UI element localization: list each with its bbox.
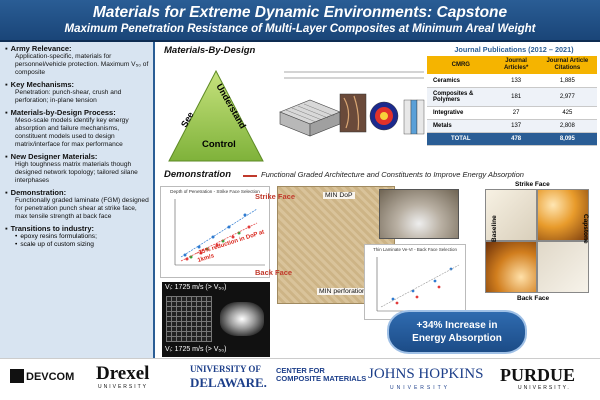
devcom-emblem-icon [10, 369, 24, 383]
sample-back-face-label: Back Face [517, 295, 550, 302]
section-heading: Transitions to industry: [5, 224, 149, 233]
table-cell: 8,095 [537, 132, 597, 146]
poster-title: Materials for Extreme Dynamic Environmen… [92, 4, 508, 21]
table-cell: Integrative [427, 106, 495, 120]
section-body: High toughness matrix materials though d… [15, 161, 138, 184]
drexel-university-text: UNIVERSITY [98, 384, 149, 390]
min-perforation-label: MIN perforation [317, 288, 368, 295]
table-cell: 2,977 [537, 87, 597, 107]
table-cell: Ceramics [427, 74, 495, 88]
section-body: Penetration: punch-shear, crush and perf… [15, 89, 122, 104]
section-army-relevance: Army Relevance: Application-specific, ma… [5, 44, 149, 77]
impact-photo [379, 189, 459, 239]
min-dop-label: MIN DoP [323, 192, 355, 199]
dop-chart: Depth of Penetration - Strike Face Selec… [160, 186, 270, 278]
table-cell: 133 [494, 74, 538, 88]
table-cell: 478 [494, 132, 538, 146]
udel-logo: UNIVERSITY OF DELAWARE. [190, 363, 267, 389]
table-row: Metals 137 2,808 [427, 119, 597, 133]
table-cell: Metals [427, 119, 495, 133]
journal-table: CMRG Journal Articles* Journal Article C… [427, 56, 597, 146]
section-key-mechanisms: Key Mechanisms: Penetration: punch-shear… [5, 80, 149, 105]
section-body: Application-specific, materials for pers… [15, 53, 149, 76]
purdue-university-text: UNIVERSITY. [518, 385, 571, 391]
multiscale-schematic [279, 71, 425, 137]
demo-subtitle: Functional Graded Architecture and Const… [261, 170, 524, 179]
udel-line2: DELAWARE. [190, 375, 267, 390]
table-row: Integrative 27 425 [427, 106, 597, 120]
section-heading: New Designer Materials: [5, 152, 149, 161]
section-demonstration: Demonstration: Functionally graded lamin… [5, 188, 149, 221]
velocity-label: Vᵢ: 1725 m/s (> V₅₀) [165, 346, 227, 353]
section-body: Functionally graded laminate (FGM) desig… [15, 197, 149, 220]
energy-absorption-badge: +34% Increase in Energy Absorption [387, 310, 527, 354]
jhu-university-text: UNIVERSITY [390, 385, 451, 391]
impact-video-frames: Vᵢ: 1725 m/s (> V₅₀) Vᵢ: 1725 m/s (> V₅₀… [162, 282, 270, 357]
table-header-row: CMRG Journal Articles* Journal Article C… [427, 56, 597, 75]
table-row: Composites & Polymers 181 2,977 [427, 87, 597, 107]
list-item: scale up of custom sizing [5, 241, 149, 249]
mbd-triangle [168, 69, 264, 162]
table-cell: 181 [494, 87, 538, 107]
journal-table-title: Journal Publications (2012 – 2021) [454, 45, 574, 54]
sample-capstone-label: Capstone [582, 214, 589, 244]
section-heading: Materials-by-Design Process: [5, 108, 149, 117]
velocity-label: Vᵢ: 1725 m/s (> V₅₀) [165, 284, 227, 291]
back-face-chart-title: Thin Laminate Ve-Vr - Back Face Selectio… [373, 247, 457, 252]
left-panel: Army Relevance: Application-specific, ma… [0, 42, 155, 358]
column-header: Journal Articles* [494, 56, 538, 75]
back-face-label: Back Face [255, 268, 293, 277]
table-total-row: TOTAL 478 8,095 [427, 132, 597, 146]
column-header: CMRG [427, 56, 495, 75]
laminate-grid-image [166, 296, 212, 342]
table-cell: 27 [494, 106, 538, 120]
ccm-line1: CENTER FOR [276, 366, 325, 375]
poster-header: Materials for Extreme Dynamic Environmen… [0, 0, 600, 42]
back-face-chart: Thin Laminate Ve-Vr - Back Face Selectio… [364, 244, 466, 320]
demo-title: Demonstration [164, 169, 232, 180]
ccm-line2: COMPOSITE MATERIALS [276, 374, 367, 383]
sample-strike-face-label: Strike Face [515, 181, 550, 188]
sample-image [485, 241, 537, 293]
section-mbd-process: Materials-by-Design Process: Meso-scale … [5, 108, 149, 149]
table-cell: 425 [537, 106, 597, 120]
strike-face-label: Strike Face [255, 192, 296, 201]
table-cell: Composites & Polymers [427, 87, 495, 107]
dop-chart-title: Depth of Penetration - Strike Face Selec… [170, 189, 260, 194]
section-heading: Army Relevance: [5, 44, 149, 53]
section-new-materials: New Designer Materials: High toughness m… [5, 152, 149, 185]
devcom-logo: DEVCOM [10, 369, 74, 383]
badge-line: +34% Increase in [416, 320, 498, 331]
purdue-logo: PURDUE [500, 365, 575, 385]
badge-line: Energy Absorption [412, 333, 502, 344]
section-body: Meso-scale models identify key energy ab… [15, 117, 129, 148]
main-panel: Materials-By-Design See Understand Contr… [157, 42, 600, 358]
mbd-title: Materials-By-Design [164, 45, 256, 56]
list-item: epoxy resins formulations; [5, 233, 149, 241]
triangle-label-control: Control [202, 139, 236, 150]
dop-plot [174, 199, 265, 266]
table-cell: 2,808 [537, 119, 597, 133]
ccm-logo: CENTER FOR COMPOSITE MATERIALS [276, 367, 366, 383]
section-transitions: Transitions to industry: epoxy resins fo… [5, 224, 149, 249]
table-row: Ceramics 133 1,885 [427, 74, 597, 88]
jhu-logo: JOHNS HOPKINS [368, 366, 484, 382]
section-heading: Key Mechanisms: [5, 80, 149, 89]
drexel-logo: Drexel [96, 363, 150, 384]
sample-image [537, 189, 589, 241]
section-heading: Demonstration: [5, 188, 149, 197]
column-header: Journal Article Citations [537, 56, 597, 75]
poster-subtitle: Maximum Penetration Resistance of Multi-… [64, 23, 536, 35]
logo-footer: DEVCOM Drexel UNIVERSITY UNIVERSITY OF D… [0, 358, 600, 400]
sample-image [537, 241, 589, 293]
sample-image [485, 189, 537, 241]
demo-divider [243, 175, 257, 177]
impact-splash-image [220, 302, 264, 336]
table-cell: TOTAL [427, 132, 495, 146]
table-cell: 1,885 [537, 74, 597, 88]
udel-line1: UNIVERSITY OF [190, 364, 261, 374]
devcom-text: DEVCOM [26, 371, 75, 383]
sample-baseline-label: Baseline [491, 215, 498, 242]
table-cell: 137 [494, 119, 538, 133]
